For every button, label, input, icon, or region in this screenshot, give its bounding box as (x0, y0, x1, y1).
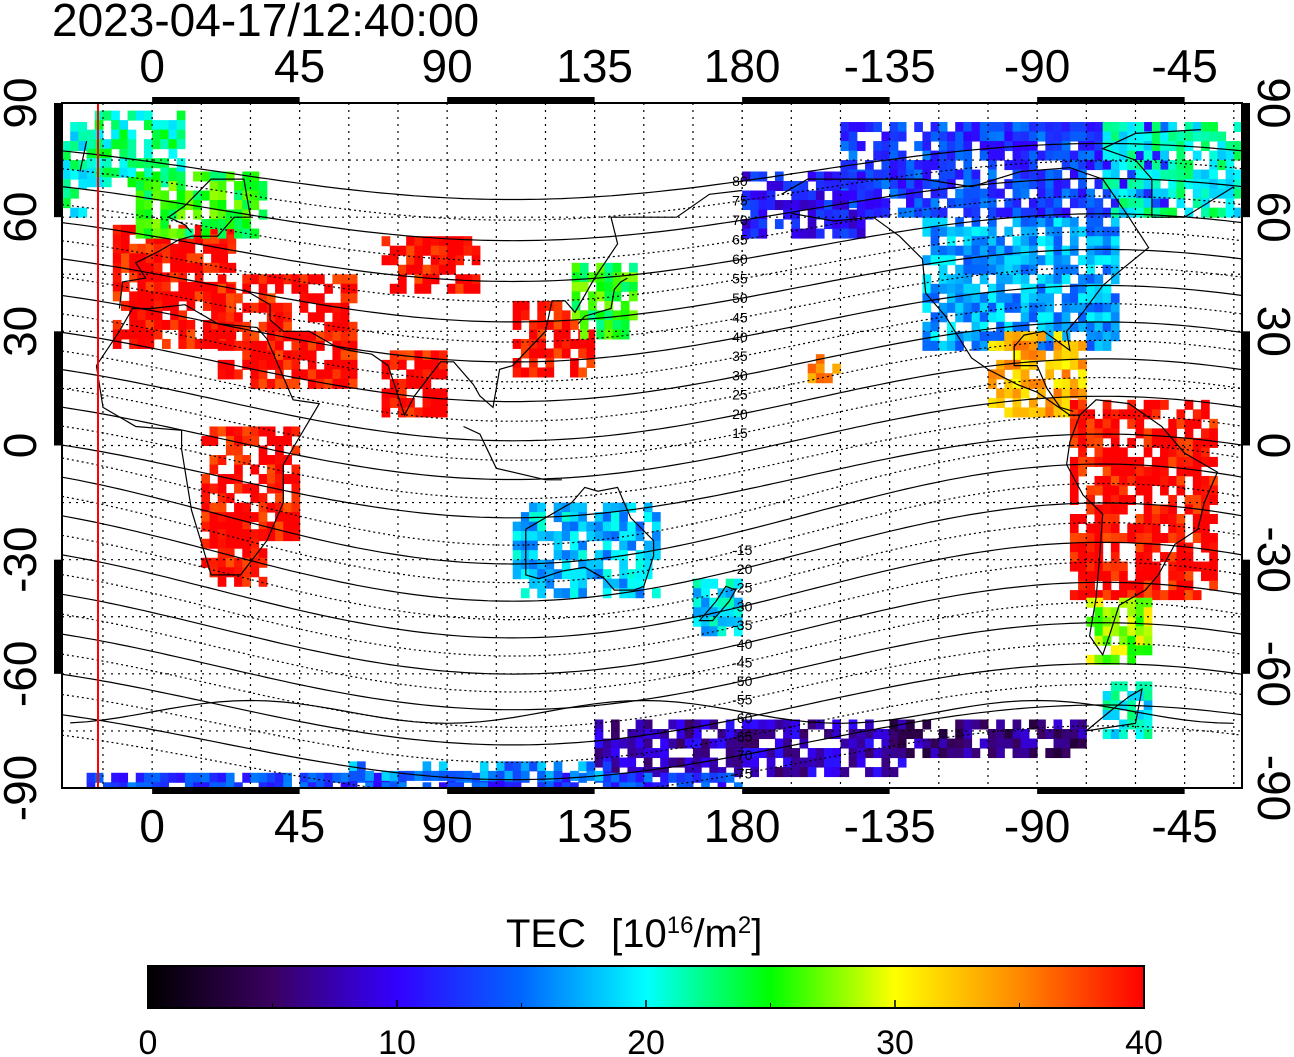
tec-region-antarctica-atlantic (889, 719, 1087, 759)
left-lat-tick-label: 90 (0, 77, 46, 128)
right-lat-tick-label: 60 (1248, 192, 1294, 243)
mlat-contour-label: -25 (732, 580, 752, 596)
frame-bar-top (152, 97, 300, 103)
mlat-contour-label: 40 (732, 329, 748, 345)
right-lat-tick-label: 30 (1248, 306, 1294, 357)
frame-axis-bars (54, 97, 1250, 794)
frame-bar-bottom (1037, 788, 1185, 794)
top-lon-tick-label: 0 (139, 40, 165, 92)
mlat-contour-label: 60 (732, 251, 748, 267)
left-lat-tick-label: -90 (0, 755, 46, 821)
mlat-contour-label: 45 (732, 309, 748, 325)
left-lat-tick-label: 0 (0, 433, 46, 459)
mlat-contour-label: -75 (732, 766, 752, 782)
mlat-contour-label: -20 (732, 561, 752, 577)
left-lat-tick-label: 30 (0, 306, 46, 357)
mlat-contour-label: -55 (732, 692, 752, 708)
right-lat-tick-label: -90 (1248, 755, 1294, 821)
mlat-contour-label: -70 (732, 747, 752, 763)
frame-bar-bottom (447, 788, 595, 794)
frame-bar-top (742, 97, 890, 103)
mlat-contour-label: 25 (732, 387, 748, 403)
mlat-contour-label: 20 (732, 406, 748, 422)
top-longitude-ticks: 0 45 90 135 180 -135 -90 -45 (139, 40, 1218, 92)
mlat-contour-label: 50 (732, 290, 748, 306)
tec-region-south-america (1069, 399, 1218, 601)
tec-region-north-atlantic-green (86, 110, 186, 188)
mlat-contour-label: -40 (732, 636, 752, 652)
mlat-contour-label: 35 (732, 348, 748, 364)
bottom-lon-tick-label: 0 (139, 800, 165, 852)
tec-region-south-africa (201, 529, 268, 587)
right-latitude-ticks: 90 60 30 0 -30 -60 -90 (1248, 77, 1294, 821)
mlat-contour-label: 55 (732, 271, 748, 287)
right-lat-tick-label: -60 (1248, 641, 1294, 707)
tec-region-antarctic-peninsula (1102, 681, 1153, 740)
left-latitude-ticks: 90 60 30 0 -30 -60 -90 (0, 77, 46, 821)
left-lat-tick-label: 60 (0, 192, 46, 243)
top-lon-tick-label: 45 (274, 40, 325, 92)
timestamp-title: 2023-04-17/12:40:00 (52, 0, 479, 46)
bottom-lon-tick-label: -90 (1004, 800, 1070, 852)
right-lat-tick-label: 0 (1248, 433, 1294, 459)
bottom-lon-tick-label: 135 (556, 800, 633, 852)
frame-bar-left (54, 559, 62, 674)
mlat-contour-label: -15 (732, 542, 752, 558)
left-lat-tick-label: -30 (0, 526, 46, 592)
tec-region-alaska (742, 171, 874, 239)
graticule-grid (62, 103, 1242, 788)
magnetic-latitude-labels: 80 75 70 65 60 55 50 45 40 35 30 25 20 15 -15 -20 -25 -30… (732, 173, 752, 781)
frame-bar-left (54, 103, 62, 218)
top-lon-tick-label: -90 (1004, 40, 1070, 92)
mlat-contour-label: -35 (732, 617, 752, 633)
bottom-lon-tick-label: -135 (844, 800, 936, 852)
left-lat-tick-label: -60 (0, 641, 46, 707)
frame-bar-top (447, 97, 595, 103)
colorbar-tick-label: 40 (1125, 1024, 1163, 1057)
top-lon-tick-label: -135 (844, 40, 936, 92)
frame-bar-top (1037, 97, 1185, 103)
colorbar-title: TEC [1016/m2] (506, 912, 762, 956)
mlat-contour-label: 70 (732, 212, 748, 228)
bottom-lon-tick-label: 180 (704, 800, 781, 852)
tec-region-east-asia (512, 300, 596, 378)
top-lon-tick-label: 90 (422, 40, 473, 92)
tec-region-south-pole-band-cyan (348, 761, 612, 781)
mlat-contour-label: -50 (732, 673, 752, 689)
top-lon-tick-label: 135 (556, 40, 633, 92)
colorbar-tick-label: 10 (378, 1024, 416, 1057)
frame-bar-left (54, 331, 62, 446)
frame-bar-bottom (742, 788, 890, 794)
mlat-contour-label: -60 (732, 710, 752, 726)
colorbar-tick-label: 30 (876, 1024, 914, 1057)
mlat-contour-label: 30 (732, 367, 748, 383)
bottom-lon-tick-label: -45 (1151, 800, 1217, 852)
mlat-contour-label: 80 (732, 173, 748, 189)
right-lat-tick-label: 90 (1248, 77, 1294, 128)
colorbar-tick-label: 20 (627, 1024, 665, 1057)
mlat-contour-label: 65 (732, 232, 748, 248)
mlat-contour-label: 75 (732, 193, 748, 209)
frame-bar-right (1242, 559, 1250, 674)
top-lon-tick-label: 180 (704, 40, 781, 92)
bottom-lon-tick-label: 90 (422, 800, 473, 852)
tec-region-central-asia (381, 236, 481, 294)
top-lon-tick-label: -45 (1151, 40, 1217, 92)
frame-bar-right (1242, 331, 1250, 446)
mlat-contour-label: -30 (732, 598, 752, 614)
colorbar-tick-label: 0 (139, 1024, 158, 1057)
colorbar-ticks: 0 10 20 30 40 (139, 1000, 1163, 1057)
bottom-longitude-ticks: 0 45 90 135 180 -135 -90 -45 (139, 800, 1218, 852)
right-lat-tick-label: -30 (1248, 526, 1294, 592)
frame-bar-bottom (152, 788, 300, 794)
magnetic-latitude-contours (62, 142, 1242, 788)
mlat-contour-label: 15 (732, 425, 748, 441)
bottom-lon-tick-label: 45 (274, 800, 325, 852)
mlat-contour-label: -65 (732, 729, 752, 745)
mlat-contour-label: -45 (732, 655, 752, 671)
frame-bar-right (1242, 103, 1250, 218)
